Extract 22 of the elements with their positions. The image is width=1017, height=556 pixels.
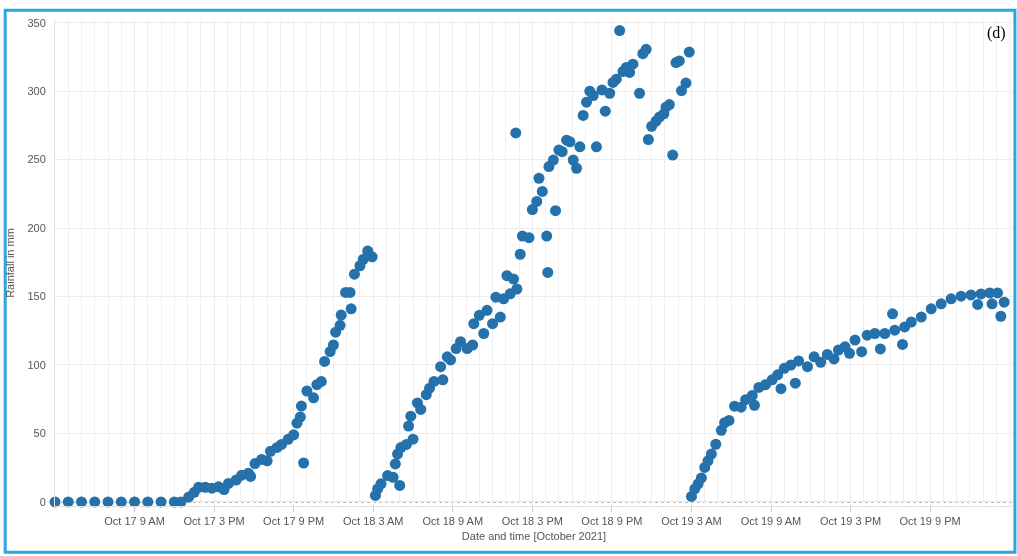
y-tick-label: 300 (27, 85, 46, 98)
x-tick-label: Oct 17 3 PM (183, 515, 245, 528)
x-axis-title: Date and time [October 2021] (461, 530, 607, 543)
x-tick-label: Oct 19 9 PM (899, 515, 961, 528)
x-tick-label: Oct 18 3 PM (501, 515, 563, 528)
y-tick-label: 100 (27, 358, 46, 371)
x-tick-label: Oct 19 9 AM (740, 515, 802, 528)
y-tick-label: 150 (27, 290, 46, 303)
y-tick-label: 200 (27, 221, 46, 234)
x-tick-label: Oct 18 3 AM (342, 515, 404, 528)
y-axis-title: Rainfall in mm (4, 228, 17, 298)
x-tick-label: Oct 19 3 PM (820, 515, 882, 528)
x-tick-label: Oct 19 3 AM (661, 515, 722, 528)
x-tick-label: Oct 18 9 AM (422, 515, 484, 528)
x-tick-label: Oct 17 9 AM (104, 515, 165, 528)
y-tick-label: 350 (27, 16, 46, 29)
y-tick-label: 50 (33, 427, 46, 440)
x-tick-label: Oct 17 9 PM (263, 515, 325, 528)
y-tick-label: 0 (39, 495, 46, 508)
x-tick-label: Oct 18 9 PM (581, 515, 643, 528)
annotation: (d) (987, 24, 1006, 42)
y-tick-label: 250 (27, 153, 46, 166)
